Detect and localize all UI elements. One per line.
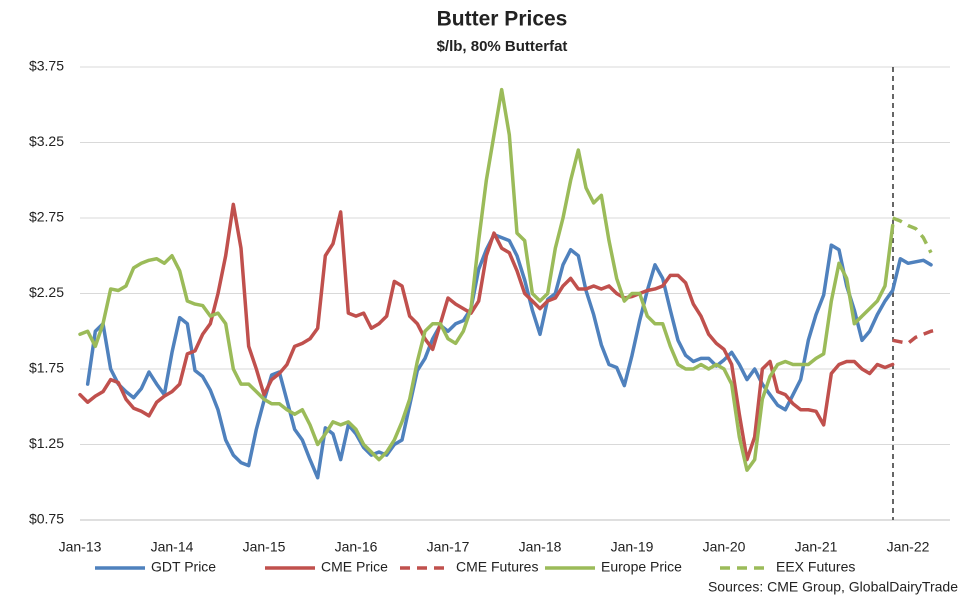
y-tick-label: $3.25 [29, 133, 64, 149]
y-tick-label: $3.75 [29, 58, 64, 74]
grid [80, 66, 950, 445]
legend-label: Europe Price [601, 559, 682, 575]
series-line [892, 216, 933, 254]
legend-label: EEX Futures [776, 559, 855, 575]
legend: GDT Price CME Price CME Futures Europe Pric… [95, 559, 855, 575]
x-tick-label: Jan-16 [335, 539, 378, 555]
y-tick-label: $2.75 [29, 209, 64, 225]
x-tick-label: Jan-22 [887, 539, 930, 555]
x-tick-label: Jan-15 [243, 539, 286, 555]
series-line [78, 202, 895, 462]
x-tick-label: Jan-13 [59, 539, 102, 555]
source-note: Sources: CME Group, GlobalDairyTrade [708, 579, 958, 595]
lines [78, 87, 940, 480]
x-tick-label: Jan-14 [151, 539, 194, 555]
x-tick-label: Jan-17 [427, 539, 470, 555]
y-tick-label: $0.75 [29, 511, 64, 527]
y-tick-label: $2.25 [29, 284, 64, 300]
series-line [78, 87, 895, 472]
y-tick-label: $1.25 [29, 435, 64, 451]
chart-subtitle: $/lb, 80% Butterfat [437, 38, 568, 55]
legend-label: GDT Price [151, 559, 216, 575]
x-tick-label: Jan-18 [519, 539, 562, 555]
legend-label: CME Price [321, 559, 388, 575]
y-tick-label: $1.75 [29, 360, 64, 376]
x-tick-label: Jan-20 [703, 539, 746, 555]
chart-title: Butter Prices [437, 8, 568, 31]
x-tick-label: Jan-21 [795, 539, 838, 555]
legend-label: CME Futures [456, 559, 538, 575]
x-tick-label: Jan-19 [611, 539, 654, 555]
series-line [892, 328, 940, 346]
